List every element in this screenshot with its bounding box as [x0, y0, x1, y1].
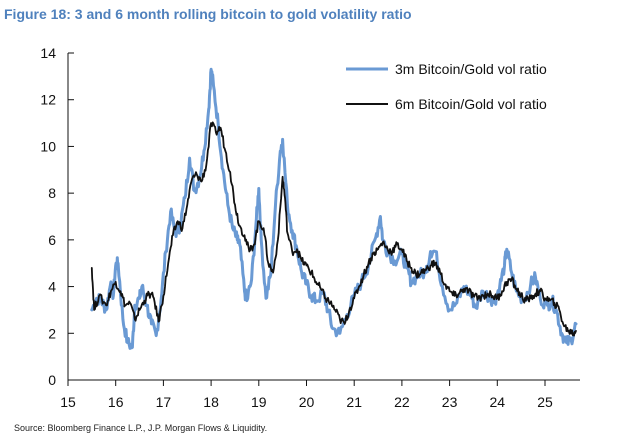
x-tick-label: 23: [442, 394, 458, 410]
x-tick-label: 17: [156, 394, 172, 410]
y-tick-label: 2: [48, 325, 56, 341]
x-tick-label: 18: [203, 394, 219, 410]
series-layer: [90, 67, 578, 350]
source-note: Source: Bloomberg Finance L.P., J.P. Mor…: [14, 423, 268, 433]
y-tick-label: 10: [40, 138, 56, 154]
x-tick-label: 22: [394, 394, 410, 410]
y-tick-label: 0: [48, 372, 56, 388]
legend-label-3m: 3m Bitcoin/Gold vol ratio: [395, 61, 547, 77]
x-tick-label: 16: [108, 394, 124, 410]
x-tick-label: 19: [251, 394, 267, 410]
x-tick-label: 21: [346, 394, 362, 410]
legend: 3m Bitcoin/Gold vol ratio 6m Bitcoin/Gol…: [346, 61, 547, 112]
x-axis: 15 16 17 18 19 20 21 22 23 24 25: [60, 380, 553, 410]
y-tick-label: 4: [48, 279, 56, 295]
figure-title: Figure 18: 3 and 6 month rolling bitcoin…: [4, 6, 412, 22]
x-tick-label: 24: [490, 394, 506, 410]
y-tick-label: 12: [40, 92, 56, 108]
x-tick-label: 20: [299, 394, 315, 410]
y-tick-label: 14: [40, 45, 56, 61]
legend-label-6m: 6m Bitcoin/Gold vol ratio: [395, 96, 547, 112]
y-tick-label: 8: [48, 185, 56, 201]
y-axis: 0 2 4 6 8 10 12 14: [40, 45, 74, 388]
series-line-6m: [90, 121, 577, 337]
x-tick-label: 15: [60, 394, 76, 410]
x-tick-label: 25: [537, 394, 553, 410]
y-tick-label: 6: [48, 232, 56, 248]
